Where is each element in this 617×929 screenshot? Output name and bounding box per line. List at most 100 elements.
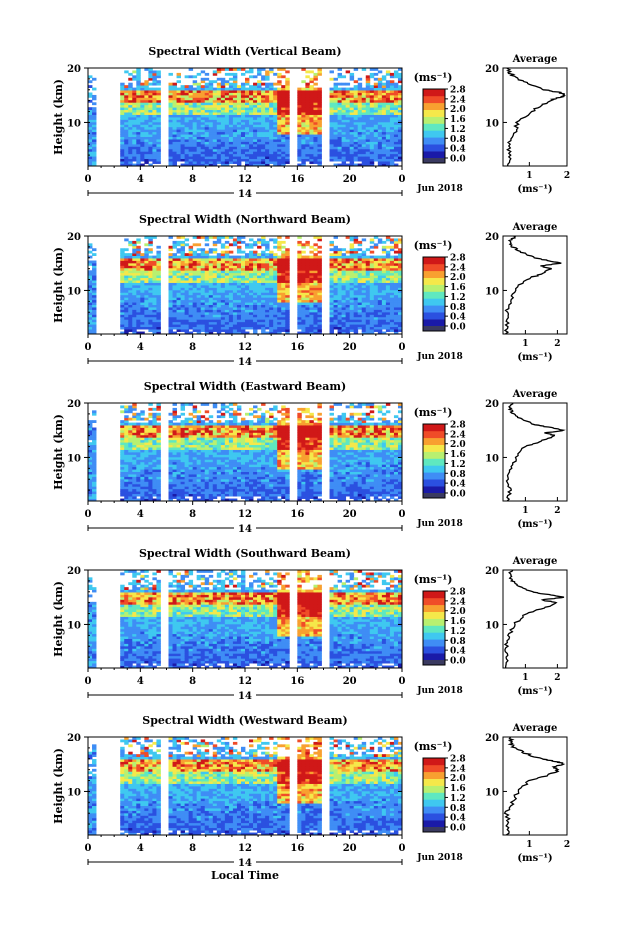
heatmap-cell: [180, 109, 186, 113]
heatmap-cell: [341, 326, 347, 330]
heatmap-cell: [140, 129, 145, 133]
heatmap-cell: [313, 275, 318, 279]
heatmap-cell: [249, 97, 254, 101]
heatmap-cell: [220, 280, 226, 283]
heatmap-cell: [220, 282, 226, 286]
heatmap-cell: [228, 117, 234, 120]
heatmap-cell: [124, 427, 129, 431]
heatmap-cell: [92, 444, 97, 448]
heatmap-cell: [369, 158, 375, 162]
heatmap-cell: [216, 143, 222, 147]
heatmap-cell: [140, 117, 145, 120]
heatmap-cell: [333, 265, 338, 269]
heatmap-cell: [249, 314, 254, 318]
heatmap-cell: [341, 117, 347, 120]
heatmap-cell: [144, 97, 149, 101]
heatmap-cell: [373, 158, 379, 162]
heatmap-cell: [148, 314, 153, 318]
heatmap-cell: [397, 99, 403, 103]
heatmap-cell: [124, 299, 129, 303]
heatmap-cell: [192, 146, 198, 150]
heatmap-cell: [92, 136, 97, 140]
heatmap-cell: [317, 112, 322, 115]
heatmap-cell: [397, 297, 403, 301]
heatmap-cell: [253, 114, 258, 118]
heatmap-cell: [333, 121, 338, 125]
heatmap-cell: [180, 90, 186, 93]
heatmap-cell: [144, 107, 149, 111]
heatmap-cell: [196, 112, 202, 115]
heatmap-cell: [148, 255, 153, 259]
heatmap-cell: [140, 287, 145, 291]
heatmap-cell: [200, 134, 206, 137]
heatmap-cell: [269, 99, 274, 103]
heatmap-cell: [124, 136, 129, 140]
heatmap-cell: [313, 129, 318, 133]
heatmap-cell: [216, 126, 222, 130]
heatmap-cell: [240, 262, 246, 266]
heatmap-cell: [253, 158, 258, 162]
heatmap-cell: [236, 141, 242, 145]
heatmap-cell: [369, 287, 375, 291]
heatmap-cell: [92, 158, 97, 162]
heatmap-cell: [212, 146, 218, 150]
heatmap-cell: [228, 92, 234, 96]
heatmap-cell: [220, 124, 226, 128]
heatmap-cell: [297, 158, 302, 162]
heatmap-cell: [128, 478, 133, 482]
heatmap-cell: [88, 481, 93, 485]
heatmap-cell: [393, 292, 399, 296]
heatmap-cell: [309, 324, 314, 328]
heatmap-cell: [393, 297, 399, 301]
heatmap-cell: [357, 148, 363, 152]
heatmap-cell: [281, 112, 286, 115]
heatmap-cell: [184, 329, 190, 332]
heatmap-cell: [168, 331, 173, 335]
heatmap-cell: [337, 94, 343, 98]
heatmap-cell: [196, 311, 202, 315]
heatmap-cell: [156, 82, 161, 86]
colorbar-tick-label: 2.0: [450, 105, 466, 115]
heatmap-cell: [277, 302, 282, 305]
heatmap-cell: [204, 143, 210, 147]
heatmap-cell: [196, 104, 202, 108]
heatmap-cell: [277, 139, 282, 142]
heatmap-cell: [168, 117, 173, 120]
heatmap-cell: [232, 129, 238, 133]
heatmap-cell: [232, 121, 238, 125]
heatmap-cell: [357, 104, 363, 108]
heatmap-cell: [317, 146, 322, 150]
heatmap-cell: [361, 331, 367, 335]
heatmap-cell: [269, 107, 274, 111]
heatmap-cell: [124, 476, 129, 480]
heatmap-cell: [393, 139, 399, 142]
heatmap-cell: [124, 107, 129, 111]
heatmap-cell: [385, 139, 391, 142]
heatmap-cell: [88, 493, 93, 497]
heatmap-cell: [385, 267, 391, 271]
heatmap-cell: [309, 131, 314, 135]
heatmap-cell: [204, 119, 210, 123]
heatmap-cell: [176, 97, 181, 101]
avg-x-label: (ms⁻¹): [517, 352, 552, 363]
heatmap-cell: [313, 153, 318, 157]
heatmap-cell: [385, 163, 391, 167]
heatmap-cell: [349, 129, 355, 133]
heatmap-cell: [156, 114, 161, 118]
heatmap-cell: [269, 314, 274, 318]
heatmap-cell: [136, 289, 141, 293]
heatmap-cell: [156, 275, 161, 279]
heatmap-cell: [309, 267, 314, 271]
heatmap-cell: [269, 238, 274, 242]
heatmap-cell: [228, 109, 234, 113]
heatmap-cell: [341, 104, 347, 108]
heatmap-cell: [168, 270, 173, 274]
heatmap-cell: [365, 299, 371, 303]
heatmap-cell: [216, 102, 222, 106]
heatmap-cell: [333, 163, 338, 167]
heatmap-cell: [192, 292, 198, 296]
heatmap-cell: [337, 285, 343, 288]
heatmap-cell: [216, 134, 222, 137]
heatmap-cell: [228, 87, 234, 91]
heatmap-cell: [200, 319, 206, 323]
